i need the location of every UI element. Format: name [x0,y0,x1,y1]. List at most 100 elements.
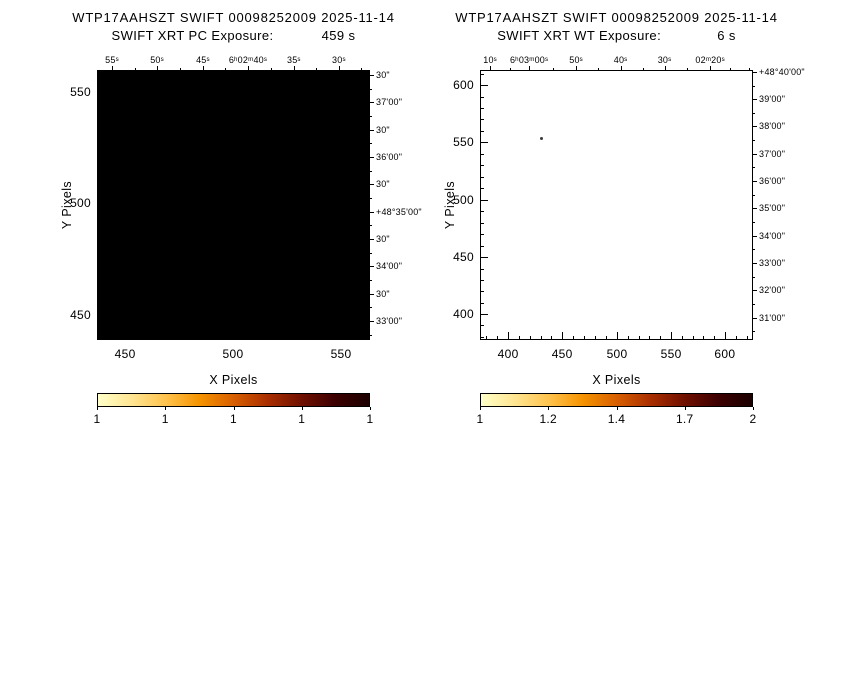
dec-tick-label: +48°35'00" [376,206,422,217]
x-minor-tick [595,336,597,339]
ra-tick-label: 10ˢ [483,55,497,65]
y-minor-tick [481,130,484,132]
x-tick [125,332,127,339]
y-minor-tick [98,158,101,160]
x-minor-tick [529,336,531,339]
colorbar-tick-label: 1 [230,412,237,426]
colorbar-tick [548,407,550,410]
y-minor-tick [481,107,484,109]
ra-tick [710,66,712,70]
ra-tick [293,66,295,70]
dec-tick-label: 30" [376,70,390,81]
y-tick-label: 500 [453,192,474,207]
dec-minor-tick [370,252,372,254]
x-tick-label: 450 [114,347,136,361]
dec-tick [370,293,374,295]
dec-tick [370,75,374,77]
dec-tick [370,184,374,186]
dec-minor-tick [753,276,755,278]
x-minor-tick [746,336,748,339]
dec-tick-label: 34'00" [759,230,786,241]
x-minor-tick [703,336,705,339]
dec-tick [370,266,374,268]
dec-tick [753,126,757,128]
x-tick [341,332,343,339]
ra-tick-label: 50ˢ [150,55,164,65]
colorbar-tick [97,407,98,410]
ra-tick-label: 50ˢ [569,55,583,65]
ra-tick [664,66,666,70]
x-minor-tick [319,336,321,339]
x-minor-tick [103,336,105,339]
colorbar-tick [753,407,754,410]
y-tick [481,257,488,259]
ra-tick-label: 55ˢ [105,55,119,65]
x-minor-tick [254,336,256,339]
y-minor-tick [98,337,101,339]
x-tick [617,332,619,339]
y-minor-tick [98,136,101,138]
y-minor-tick [481,268,484,270]
wt-colorbar [480,393,753,407]
ra-tick [490,66,492,70]
y-minor-tick [481,96,484,98]
pc-panel-title: WTP17AAHSZT SWIFT 00098252009 2025-11-14 [72,10,395,25]
ra-tick-label: 6ʰ03ᵐ00ˢ [509,55,549,65]
ra-tick [620,66,622,70]
dec-minor-tick [370,280,372,282]
y-minor-tick [481,176,484,178]
y-minor-tick [481,336,484,338]
x-minor-tick [486,336,488,339]
y-minor-tick [98,114,101,116]
x-tick-label: 550 [660,347,682,361]
x-minor-tick [660,336,662,339]
y-tick [98,203,105,205]
y-minor-tick [481,153,484,155]
dec-minor-tick [370,225,372,227]
y-tick-label: 500 [70,196,91,211]
colorbar-tick-label: 1.2 [539,412,558,426]
wt-panel-exposure: SWIFT XRT WT Exposure: 6 s [497,28,736,43]
ra-tick-label: 35ˢ [286,55,301,65]
y-tick-label: 450 [70,307,91,322]
ra-minor-tick [729,68,731,70]
dec-tick-label: +48°40'00" [759,66,805,77]
ra-minor-tick [509,68,511,70]
colorbar-tick [165,407,167,410]
y-tick-label: 550 [70,85,91,100]
y-minor-tick [481,119,484,121]
dec-tick-label: 34'00" [376,261,403,272]
dec-tick-label: 35'00" [759,203,786,214]
dec-minor-tick [370,198,372,200]
y-minor-tick [98,225,101,227]
colorbar-tick [233,407,235,410]
dec-tick-label: 36'00" [759,175,786,186]
colorbar-tick [684,407,686,410]
pc-image-plot [97,70,370,340]
x-minor-tick [551,336,553,339]
x-tick-label: 500 [606,347,628,361]
colorbar-tick-label: 1 [161,412,169,426]
dec-tick-label: 38'00" [759,121,786,132]
y-minor-tick [481,222,484,224]
dec-minor-tick [370,116,372,118]
dec-tick [370,321,374,323]
y-minor-tick [481,234,484,236]
dec-minor-tick [753,140,755,142]
x-minor-tick [540,336,542,339]
ra-minor-tick [316,68,318,70]
dec-tick-label: 37'00" [759,148,786,159]
ra-minor-tick [642,68,644,70]
dec-tick [753,317,757,319]
x-minor-tick [573,336,575,339]
colorbar-tick [301,407,303,410]
dec-minor-tick [753,331,755,333]
y-tick [98,92,105,94]
dec-tick-label: 31'00" [759,312,786,323]
dec-minor-tick [753,112,755,114]
dec-tick [753,99,757,101]
x-minor-tick [297,336,299,339]
dec-tick [753,235,757,237]
dec-tick-label: 30" [376,179,390,190]
